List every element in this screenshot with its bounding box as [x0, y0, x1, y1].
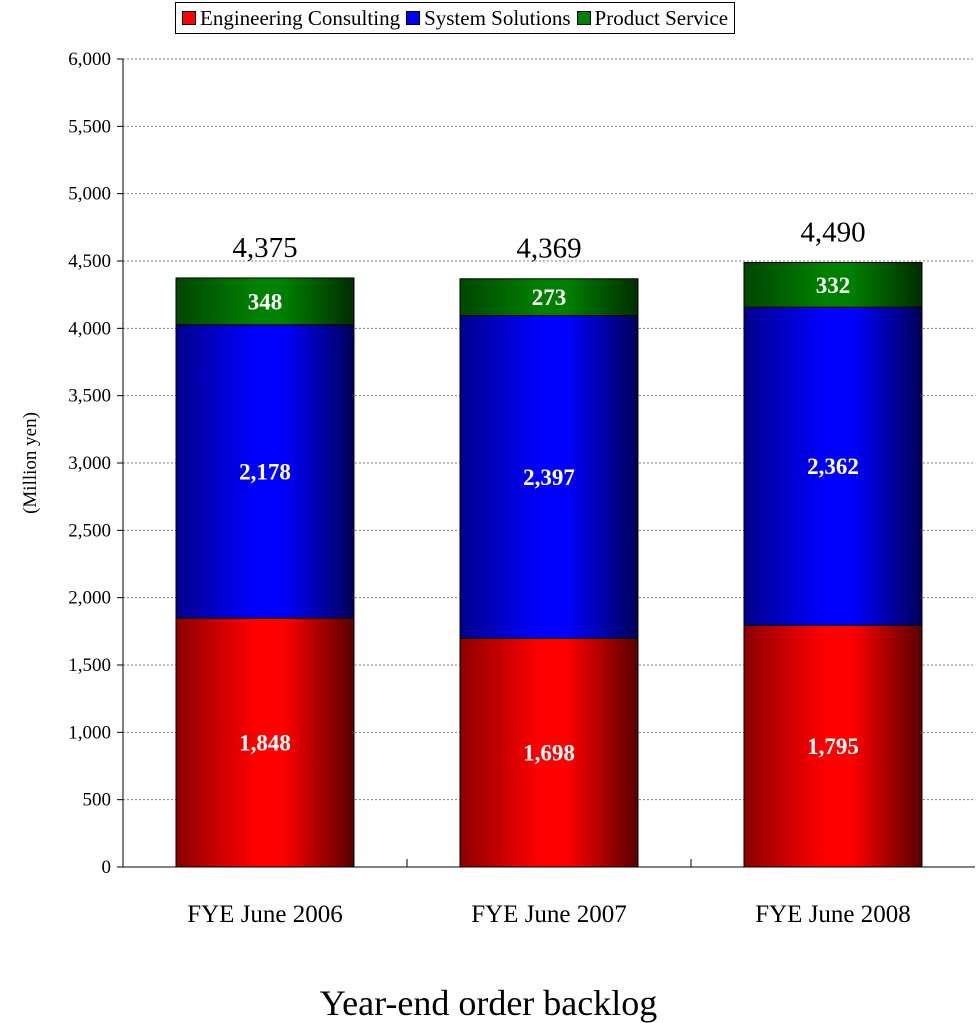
- legend-label-engineering-consulting: Engineering Consulting: [200, 5, 401, 30]
- bar-segment-system-solutions: [175, 324, 355, 619]
- data-label-product-service: 348: [248, 289, 283, 314]
- bars: [175, 261, 923, 868]
- y-tick-label: 4,500: [68, 251, 111, 272]
- data-label-system-solutions: 2,362: [807, 454, 859, 479]
- legend-label-system-solutions: System Solutions: [424, 5, 571, 30]
- y-tick-label: 3,500: [68, 386, 111, 407]
- y-tick-label: 2,000: [68, 588, 111, 609]
- y-tick-label: 500: [83, 790, 112, 811]
- data-label-engineering-consulting: 1,698: [523, 741, 575, 766]
- y-tick-label: 2,500: [68, 520, 111, 541]
- legend: Engineering Consulting System Solutions …: [175, 2, 736, 34]
- chart-caption: Year-end order backlog: [319, 983, 658, 1023]
- bar-segment-engineering-consulting: [175, 617, 355, 868]
- legend-item-system-solutions: System Solutions: [406, 5, 571, 31]
- bar-segment-system-solutions: [459, 315, 639, 639]
- y-tick-label: 4,000: [68, 318, 111, 339]
- total-label: 4,490: [800, 216, 865, 248]
- y-axis-label: (Million yen): [20, 412, 41, 514]
- legend-item-product-service: Product Service: [576, 5, 729, 31]
- x-tick-label: FYE June 2008: [755, 901, 911, 928]
- bar-segment-product-service: [175, 277, 355, 326]
- legend-swatch-system-solutions: [406, 11, 421, 25]
- data-label-system-solutions: 2,397: [523, 465, 575, 490]
- data-label-system-solutions: 2,178: [239, 459, 291, 484]
- bar-segment-system-solutions: [743, 306, 923, 626]
- x-tick-label: FYE June 2007: [471, 901, 627, 928]
- legend-item-engineering-consulting: Engineering Consulting: [182, 6, 400, 31]
- legend-swatch-product-service: [576, 11, 591, 25]
- total-label: 4,369: [516, 233, 581, 265]
- bar-segment-engineering-consulting: [743, 624, 923, 868]
- y-tick-label: 1,500: [68, 655, 111, 676]
- axes: 0 500 1,000 1,500 2,000 2,500 3,000 3,500 4,000 4…: [20, 49, 975, 928]
- bar-segment-product-service: [459, 278, 639, 317]
- y-tick-label: 5,500: [68, 116, 111, 137]
- data-labels: 1,848 2,178 348 4,375 1,698 2,397 273 4,369 1,79…: [232, 216, 865, 765]
- data-label-product-service: 273: [532, 285, 567, 310]
- y-tick-label: 3,000: [68, 453, 111, 474]
- data-label-engineering-consulting: 1,795: [807, 734, 859, 759]
- total-label: 4,375: [232, 232, 297, 264]
- legend-swatch-engineering-consulting: [182, 11, 196, 25]
- y-tick-label: 1,000: [68, 722, 111, 743]
- data-label-product-service: 332: [816, 273, 851, 298]
- y-tick-label: 0: [102, 857, 112, 878]
- data-label-engineering-consulting: 1,848: [239, 731, 291, 756]
- y-tick-label: 6,000: [68, 49, 111, 70]
- x-tick-label: FYE June 2006: [187, 901, 343, 928]
- legend-label-product-service: Product Service: [594, 5, 729, 30]
- bar-segment-product-service: [743, 261, 923, 308]
- y-tick-label: 5,000: [68, 184, 111, 205]
